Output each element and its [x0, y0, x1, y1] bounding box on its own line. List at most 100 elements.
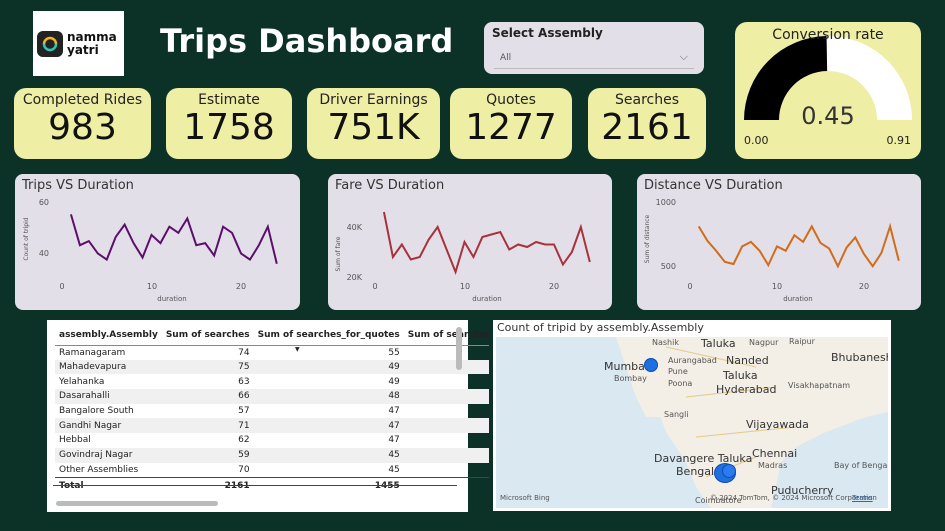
gauge-title: Conversion rate [772, 27, 884, 43]
y-tick: 20K [347, 273, 363, 282]
map-label: Nashik [652, 338, 679, 347]
gauge-fill [744, 36, 828, 120]
quotes-cell: 47 [388, 406, 400, 417]
slicer-underline [494, 68, 694, 69]
x-tick: 20 [859, 282, 869, 291]
gauge-min: 0.00 [744, 134, 769, 147]
trips-vs-duration-chart[interactable]: Trips VS Duration 60 40 0 10 20 duration… [15, 174, 300, 310]
y-axis-label: Sum of distance [644, 214, 651, 263]
series-line [382, 211, 591, 276]
total-cell [403, 476, 489, 496]
searches-g-cell [404, 463, 489, 478]
gauge-max: 0.91 [887, 134, 912, 147]
searches-cell: 74 [238, 347, 250, 358]
table-row[interactable]: Other Assemblies 70 45 [55, 463, 489, 478]
logo-mark-icon [37, 30, 63, 57]
assembly-cell: Ramanagaram [59, 347, 126, 358]
searches-g-cell [404, 374, 489, 389]
column-header[interactable]: Sum of searches_g [403, 325, 489, 346]
map-label: Nanded [726, 354, 769, 367]
kpi-label: Searches [614, 92, 679, 108]
x-tick: 0 [372, 282, 377, 291]
chart-title: Trips VS Duration [22, 178, 134, 193]
conversion-rate-gauge[interactable]: Conversion rate 0.45 0.00 0.91 [735, 22, 921, 159]
y-axis-label: Sum of fare [335, 236, 342, 271]
quotes-cell: 47 [253, 418, 404, 434]
table-row[interactable]: Hebbal 62 47 [55, 433, 489, 448]
kpi-quotes[interactable]: Quotes 1277 [450, 88, 572, 159]
quotes-cell: 55 [388, 347, 400, 358]
kpi-value: 751K [327, 107, 420, 148]
chart-svg: 1000 500 0 10 20 duration Sum of distanc… [644, 198, 900, 303]
total-divider [53, 485, 457, 486]
table-row[interactable]: Gandhi Nagar 71 47 [55, 418, 489, 434]
total-cell: 1455 [253, 476, 404, 496]
vertical-scrollbar[interactable] [456, 327, 462, 370]
assembly-map[interactable]: Count of tripid by assembly.Assembly Nas… [493, 320, 891, 511]
series-line [697, 222, 900, 269]
table-row[interactable]: Ramanagaram 74 55 [55, 345, 489, 360]
table-row[interactable]: Bangalore South 57 47 [55, 404, 489, 419]
kpi-label: Driver Earnings [319, 92, 428, 108]
x-axis-label: duration [783, 295, 812, 303]
table-row[interactable]: Yelahanka 63 49 [55, 374, 489, 389]
table-row[interactable]: Mahadevapura 75 49 [55, 359, 489, 375]
table-row[interactable]: Dasarahalli 66 48 [55, 389, 489, 404]
searches-g-cell [403, 359, 489, 375]
map-canvas[interactable]: Nashik Taluka Nagpur Raipur Aurangabad N… [496, 337, 888, 508]
map-label: Bombay [614, 374, 647, 383]
x-tick: 10 [147, 282, 157, 291]
assembly-searches-table[interactable]: assembly.Assembly Sum of searches Sum of… [47, 320, 489, 512]
column-header-label: Sum of searches_for_quotes [257, 329, 400, 340]
y-tick: 40K [347, 223, 363, 232]
quotes-cell: 45 [253, 447, 404, 463]
column-header[interactable]: Sum of searches [161, 325, 254, 346]
series-line [69, 214, 278, 264]
x-axis-label: duration [472, 295, 501, 303]
map-label: Hyderabad [716, 383, 777, 396]
map-label: Taluka [701, 337, 736, 350]
data-table: assembly.Assembly Sum of searches Sum of… [55, 325, 489, 496]
quotes-cell: 49 [388, 376, 400, 387]
table-total-row: Total 2161 1455 [55, 476, 489, 496]
assembly-cell: Hebbal [59, 435, 91, 446]
assembly-slicer[interactable]: Select Assembly All ⌵ [484, 22, 704, 74]
chevron-down-icon[interactable]: ⌵ [679, 50, 688, 63]
assembly-cell: Mahadevapura [55, 359, 162, 375]
slicer-value[interactable]: All [500, 53, 512, 63]
logo-line-2: yatri [67, 42, 99, 57]
table-row[interactable]: Govindraj Nagar 59 45 [55, 447, 489, 463]
map-bubble-mumbai[interactable] [644, 358, 658, 372]
chart-title: Fare VS Duration [335, 178, 445, 193]
kpi-driver-earnings[interactable]: Driver Earnings 751K [307, 88, 440, 159]
quotes-cell: 49 [253, 359, 404, 375]
searches-cell: 63 [238, 376, 250, 387]
x-axis-label: duration [157, 295, 186, 303]
searches-cell: 62 [238, 435, 250, 446]
y-tick: 60 [39, 198, 49, 207]
map-land [616, 337, 888, 508]
map-label: Vijayawada [746, 418, 809, 431]
horizontal-scrollbar[interactable] [56, 501, 218, 506]
x-tick: 0 [687, 282, 692, 291]
bing-logo: Microsoft Bing [500, 494, 550, 502]
searches-cell: 66 [161, 389, 254, 404]
kpi-label: Completed Rides [22, 92, 143, 108]
fare-vs-duration-chart[interactable]: Fare VS Duration 40K 20K 0 10 20 duratio… [328, 174, 612, 310]
searches-g-cell [403, 447, 489, 463]
kpi-estimate[interactable]: Estimate 1758 [166, 88, 292, 159]
y-tick: 1000 [656, 198, 676, 207]
column-header[interactable]: assembly.Assembly [55, 325, 162, 346]
kpi-completed-rides[interactable]: Completed Rides 983 [14, 88, 151, 159]
map-bubble-bengaluru-2[interactable] [722, 464, 736, 478]
y-tick: 500 [661, 262, 676, 271]
assembly-cell: Yelahanka [59, 376, 105, 387]
distance-vs-duration-chart[interactable]: Distance VS Duration 1000 500 0 10 20 du… [637, 174, 921, 310]
kpi-value: 2161 [601, 107, 693, 148]
kpi-searches[interactable]: Searches 2161 [588, 88, 706, 159]
column-header-sorted[interactable]: Sum of searches_for_quotes ▼ [253, 325, 404, 353]
map-terms-link[interactable]: Terms [852, 494, 873, 502]
quotes-cell: 45 [388, 464, 400, 475]
sort-desc-icon: ▼ [295, 346, 300, 353]
searches-cell: 57 [238, 406, 250, 417]
